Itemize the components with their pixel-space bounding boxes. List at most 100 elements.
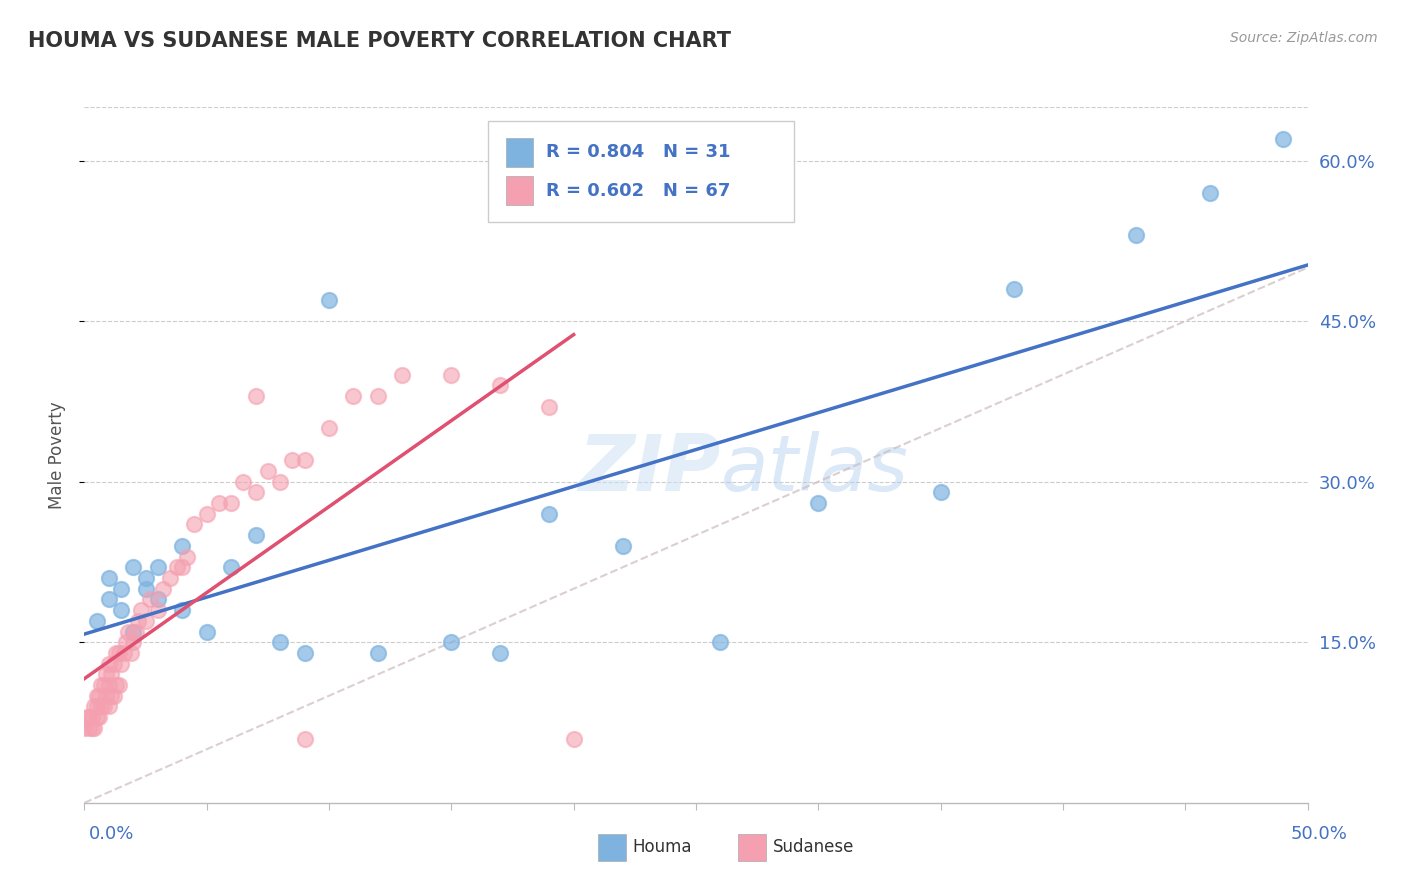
Point: [562, 731, 585, 746]
Text: R = 0.804   N = 31: R = 0.804 N = 31: [546, 144, 730, 161]
Point: [103, 689, 125, 703]
Point: [489, 646, 512, 660]
Text: R = 0.602   N = 67: R = 0.602 N = 67: [546, 182, 730, 200]
Point: [105, 646, 128, 660]
Point: [281, 453, 304, 467]
Point: [257, 464, 280, 478]
Point: [87, 689, 110, 703]
Point: [86, 699, 108, 714]
Text: ZIP: ZIP: [578, 431, 720, 507]
Y-axis label: Male Poverty: Male Poverty: [48, 401, 66, 508]
Point: [269, 635, 291, 649]
Point: [97, 592, 120, 607]
Point: [100, 689, 122, 703]
Point: [929, 485, 952, 500]
Point: [367, 646, 389, 660]
Point: [86, 689, 108, 703]
Point: [219, 496, 242, 510]
Point: [96, 667, 118, 681]
Point: [117, 624, 139, 639]
Point: [86, 614, 108, 628]
Point: [709, 635, 731, 649]
Point: [127, 614, 149, 628]
Point: [232, 475, 254, 489]
Point: [97, 571, 120, 585]
Point: [112, 646, 135, 660]
Text: Source: ZipAtlas.com: Source: ZipAtlas.com: [1230, 31, 1378, 45]
Text: 0.0%: 0.0%: [89, 825, 134, 843]
Point: [146, 560, 169, 574]
Point: [146, 603, 169, 617]
Point: [122, 635, 145, 649]
Point: [90, 699, 112, 714]
Point: [538, 507, 561, 521]
Point: [612, 539, 634, 553]
Point: [107, 646, 129, 660]
Point: [110, 603, 132, 617]
Point: [219, 560, 242, 574]
Point: [146, 592, 169, 607]
Point: [318, 421, 340, 435]
Point: [176, 549, 198, 564]
Point: [294, 731, 316, 746]
Text: 50.0%: 50.0%: [1291, 825, 1347, 843]
Point: [1125, 228, 1147, 243]
Point: [86, 710, 108, 724]
Point: [110, 582, 132, 596]
Point: [115, 635, 138, 649]
Point: [96, 689, 118, 703]
Point: [159, 571, 181, 585]
Point: [80, 710, 103, 724]
FancyBboxPatch shape: [506, 137, 533, 167]
Point: [97, 657, 120, 671]
Point: [172, 539, 194, 553]
Point: [122, 560, 145, 574]
Point: [489, 378, 512, 392]
FancyBboxPatch shape: [488, 121, 794, 222]
Point: [107, 678, 129, 692]
Point: [90, 678, 112, 692]
Point: [83, 699, 105, 714]
Point: [110, 657, 132, 671]
Point: [294, 453, 316, 467]
Point: [80, 721, 103, 735]
Point: [105, 678, 128, 692]
Point: [100, 667, 122, 681]
Point: [129, 603, 152, 617]
Point: [97, 699, 120, 714]
Point: [97, 678, 120, 692]
Point: [208, 496, 231, 510]
Point: [93, 699, 115, 714]
Point: [120, 646, 142, 660]
Point: [135, 614, 157, 628]
Point: [318, 293, 340, 307]
Point: [1002, 282, 1025, 296]
Point: [172, 560, 194, 574]
FancyBboxPatch shape: [506, 176, 533, 205]
Point: [122, 624, 145, 639]
Point: [1198, 186, 1220, 200]
Point: [103, 657, 125, 671]
Text: atlas: atlas: [720, 431, 908, 507]
Point: [195, 507, 218, 521]
Point: [440, 635, 463, 649]
Point: [269, 475, 291, 489]
Point: [1272, 132, 1295, 146]
Point: [77, 710, 100, 724]
Point: [538, 400, 561, 414]
Point: [245, 528, 267, 542]
Text: Houma: Houma: [633, 838, 692, 856]
Point: [166, 560, 188, 574]
Point: [342, 389, 364, 403]
Text: HOUMA VS SUDANESE MALE POVERTY CORRELATION CHART: HOUMA VS SUDANESE MALE POVERTY CORRELATI…: [28, 31, 731, 51]
Point: [135, 571, 157, 585]
Point: [391, 368, 413, 382]
Point: [152, 582, 174, 596]
Point: [245, 389, 267, 403]
Point: [139, 592, 162, 607]
Point: [294, 646, 316, 660]
Point: [93, 678, 115, 692]
Point: [77, 721, 100, 735]
Point: [183, 517, 205, 532]
Point: [245, 485, 267, 500]
